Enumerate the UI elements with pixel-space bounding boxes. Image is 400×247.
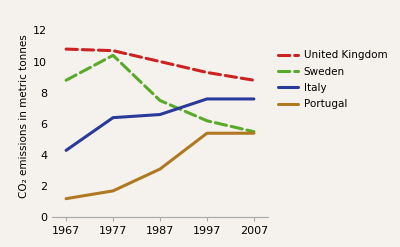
- Line: United Kingdom: United Kingdom: [66, 49, 254, 80]
- Italy: [111, 116, 116, 119]
- United Kingdom: [111, 49, 116, 52]
- Portugal: [111, 189, 116, 192]
- Italy: [64, 149, 68, 152]
- Line: Sweden: Sweden: [66, 55, 254, 132]
- United Kingdom: [204, 71, 209, 74]
- United Kingdom: [64, 48, 68, 51]
- United Kingdom: [158, 60, 162, 63]
- Italy: [252, 98, 256, 101]
- Portugal: [252, 132, 256, 135]
- Y-axis label: CO₂ emissions in metric tonnes: CO₂ emissions in metric tonnes: [19, 34, 29, 198]
- Sweden: [111, 54, 116, 57]
- Sweden: [252, 130, 256, 133]
- United Kingdom: [252, 79, 256, 82]
- Line: Italy: Italy: [66, 99, 254, 150]
- Portugal: [64, 197, 68, 200]
- Sweden: [64, 79, 68, 82]
- Line: Portugal: Portugal: [66, 133, 254, 199]
- Portugal: [204, 132, 209, 135]
- Italy: [158, 113, 162, 116]
- Legend: United Kingdom, Sweden, Italy, Portugal: United Kingdom, Sweden, Italy, Portugal: [278, 50, 387, 109]
- Portugal: [158, 167, 162, 170]
- Sweden: [158, 99, 162, 102]
- Sweden: [204, 119, 209, 122]
- Italy: [204, 98, 209, 101]
